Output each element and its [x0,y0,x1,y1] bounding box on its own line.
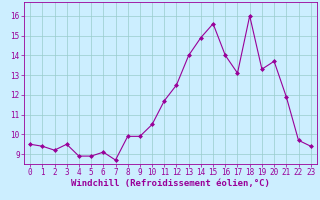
X-axis label: Windchill (Refroidissement éolien,°C): Windchill (Refroidissement éolien,°C) [71,179,270,188]
